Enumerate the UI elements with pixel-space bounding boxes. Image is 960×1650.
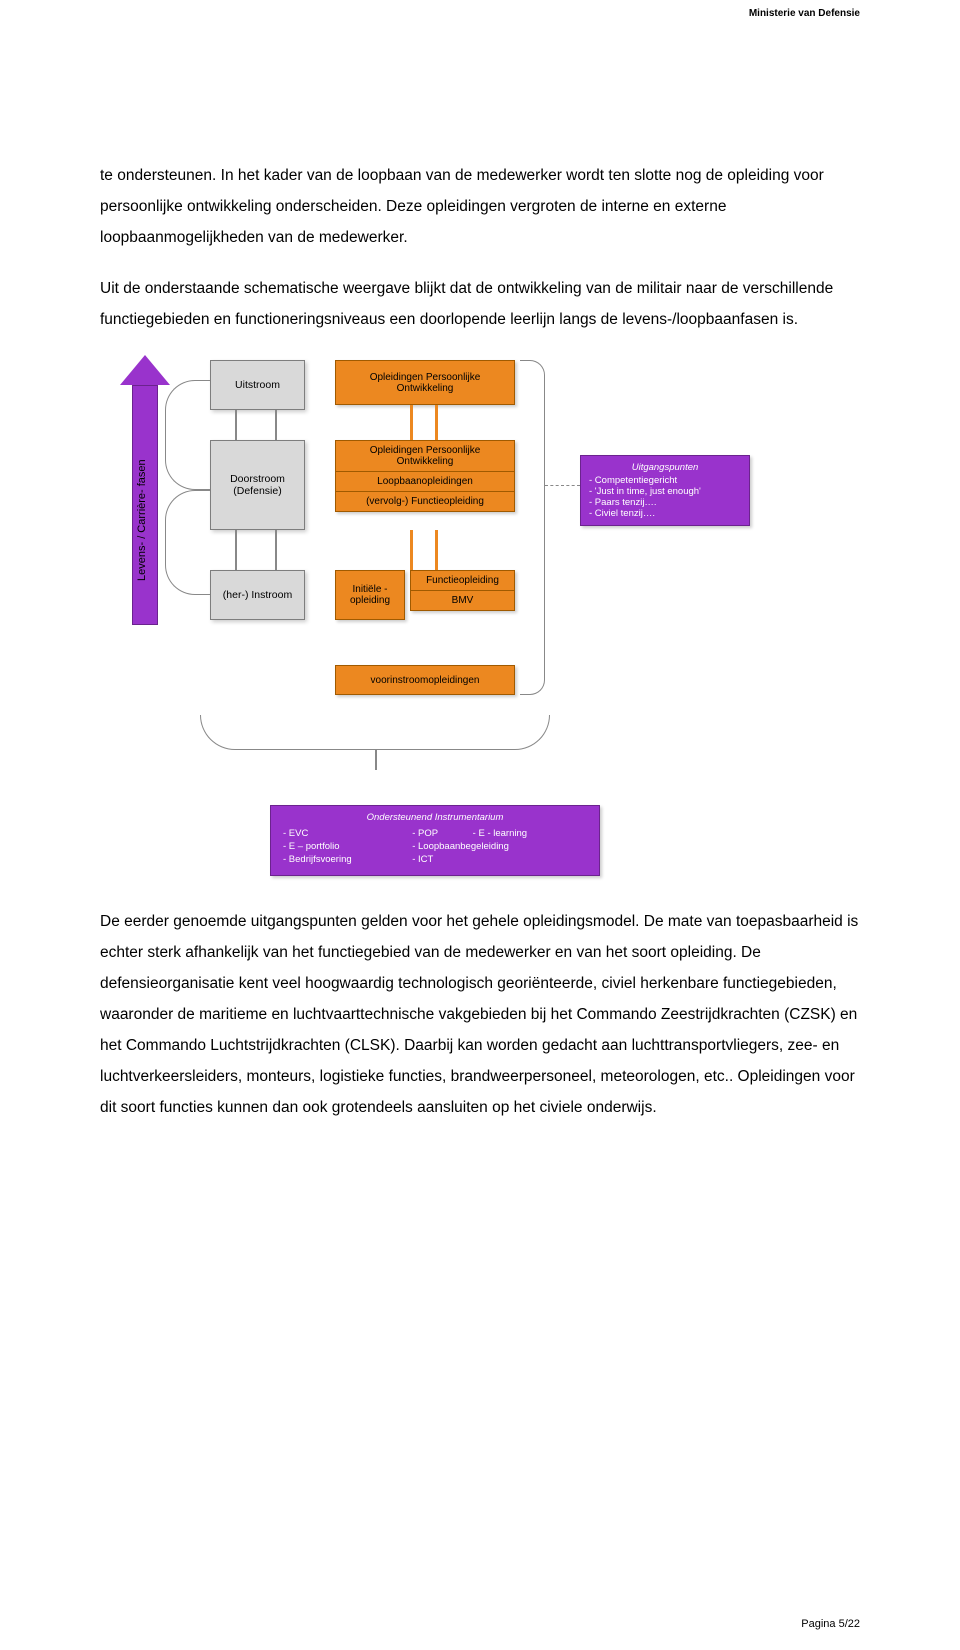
career-arrow-head <box>120 355 170 385</box>
body-text-block: te ondersteunen. In het kader van de loo… <box>100 160 860 335</box>
inst-r0c1: - POP <box>412 828 470 839</box>
orange-mid-1: Opleidingen Persoonlijke Ontwikkeling <box>336 441 514 472</box>
connector <box>435 530 438 570</box>
connector <box>410 530 413 570</box>
connector <box>235 530 237 570</box>
curve-connector <box>165 490 210 595</box>
connector <box>410 405 413 440</box>
training-model-diagram: Levens- / Carrière- fasen Uitstroom Door… <box>120 355 820 785</box>
inst-r2c1: - ICT <box>412 854 587 865</box>
orange-br-top: Functieopleiding <box>411 571 514 591</box>
connector <box>235 410 237 440</box>
instrumentarium-box: Ondersteunend Instrumentarium - EVC - PO… <box>270 805 600 876</box>
gray-box-instroom: (her-) Instroom <box>210 570 305 620</box>
page-number: Pagina 5/22 <box>801 1618 860 1630</box>
paragraph-3: De eerder genoemde uitgangspunten gelden… <box>100 906 860 1123</box>
paragraph-1: te ondersteunen. In het kader van de loo… <box>100 160 860 253</box>
orange-mid-2: Loopbaanopleidingen <box>336 472 514 492</box>
connector <box>435 405 438 440</box>
orange-br-bot: BMV <box>411 591 514 610</box>
inst-r2c0: - Bedrijfsvoering <box>283 854 410 865</box>
inst-r0c2: - E - learning <box>473 828 587 839</box>
dashed-connector <box>545 485 580 486</box>
gray-box-uitstroom: Uitstroom <box>210 360 305 410</box>
instrumentarium-table: - EVC - POP - E - learning - E – portfol… <box>281 826 589 867</box>
right-bracket <box>520 360 545 695</box>
instrumentarium-title: Ondersteunend Instrumentarium <box>281 812 589 823</box>
inst-r1c1: - Loopbaanbegeleiding <box>412 841 587 852</box>
uitg-line-3: - Paars tenzij…. <box>589 497 741 508</box>
orange-mid-3: (vervolg-) Functieopleiding <box>336 492 514 511</box>
orange-top: Opleidingen Persoonlijke Ontwikkeling <box>335 360 515 405</box>
body-text-block-2: De eerder genoemde uitgangspunten gelden… <box>100 906 860 1123</box>
connector <box>275 530 277 570</box>
curve-connector <box>165 380 210 490</box>
header-org: Ministerie van Defensie <box>749 8 860 19</box>
bottom-brace <box>200 715 550 750</box>
uitgangspunten-title: Uitgangspunten <box>589 462 741 473</box>
uitg-line-2: - 'Just in time, just enough' <box>589 486 741 497</box>
inst-r1c0: - E – portfolio <box>283 841 410 852</box>
orange-mid-stack: Opleidingen Persoonlijke Ontwikkeling Lo… <box>335 440 515 512</box>
uitgangspunten-box: Uitgangspunten - Competentiegericht - 'J… <box>580 455 750 526</box>
uitg-line-4: - Civiel tenzij…. <box>589 508 741 519</box>
uitg-line-1: - Competentiegericht <box>589 475 741 486</box>
brace-stem <box>375 750 377 770</box>
connector <box>275 410 277 440</box>
orange-voorinstroom: voorinstroomopleidingen <box>335 665 515 695</box>
inst-r0c0: - EVC <box>283 828 410 839</box>
gray-box-doorstroom: Doorstroom (Defensie) <box>210 440 305 530</box>
orange-bottom-right: Functieopleiding BMV <box>410 570 515 611</box>
paragraph-2: Uit de onderstaande schematische weergav… <box>100 273 860 335</box>
career-arrow-label: Levens- / Carrière- fasen <box>136 435 148 605</box>
orange-bottom-left: Initiële - opleiding <box>335 570 405 620</box>
